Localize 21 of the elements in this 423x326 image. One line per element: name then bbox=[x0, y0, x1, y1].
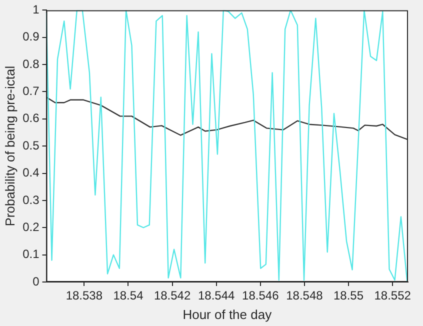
y-tick-label: 0.2 bbox=[22, 220, 40, 234]
x-tick-label: 18.546 bbox=[242, 288, 280, 303]
y-axis-title: Probability of being pre-ictal bbox=[2, 66, 18, 226]
y-tick-label: 0.8 bbox=[22, 56, 40, 71]
x-tick-label: 18.548 bbox=[286, 288, 324, 303]
y-tick-label: 0.6 bbox=[22, 111, 40, 126]
y-tick-label: 1 bbox=[32, 2, 40, 17]
x-tick-label: 18.552 bbox=[374, 288, 412, 303]
y-tick-label: 0.5 bbox=[22, 138, 40, 152]
x-tick-label: 18.542 bbox=[154, 288, 191, 303]
y-tick-label: 0 bbox=[32, 274, 40, 288]
y-tick-label: 0.7 bbox=[22, 84, 40, 98]
x-tick-label: 18.538 bbox=[66, 288, 103, 303]
y-tick-label: 0.3 bbox=[22, 192, 40, 207]
x-tick-label: 18.544 bbox=[198, 288, 236, 303]
x-tick-label: 18.54 bbox=[113, 288, 144, 303]
y-tick-label: 0.4 bbox=[22, 166, 40, 180]
x-axis-title: Hour of the day bbox=[182, 306, 272, 322]
y-tick-label: 0.1 bbox=[22, 247, 40, 262]
x-tick-label: 18.55 bbox=[334, 288, 364, 303]
y-tick-label: 0.9 bbox=[22, 30, 40, 44]
